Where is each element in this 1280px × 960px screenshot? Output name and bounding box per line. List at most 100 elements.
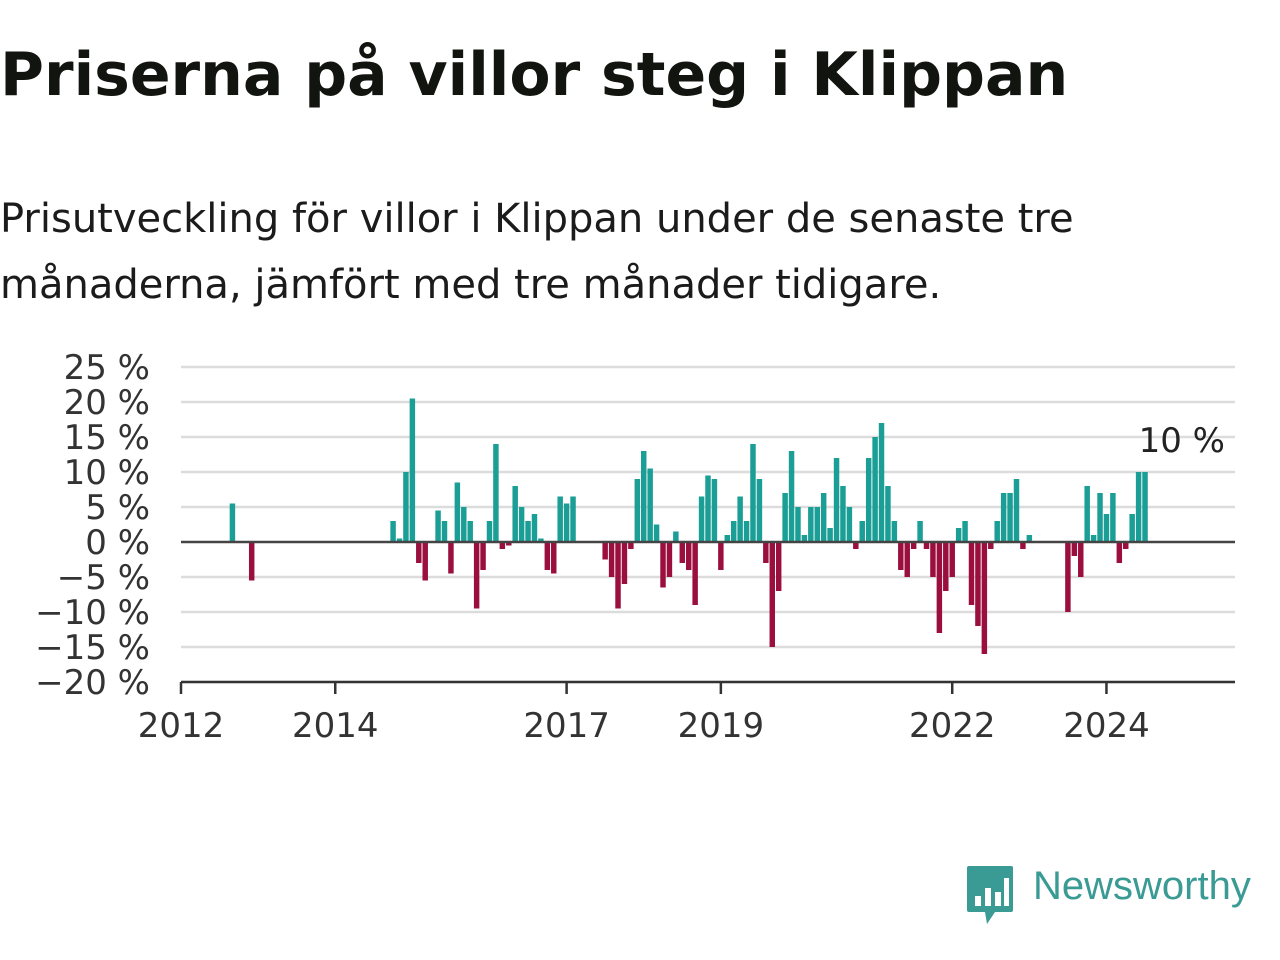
bar bbox=[628, 542, 634, 549]
bar bbox=[1071, 542, 1078, 556]
y-tick-label: 20 % bbox=[64, 383, 150, 423]
bar bbox=[936, 542, 943, 633]
bar bbox=[711, 479, 718, 542]
bar bbox=[782, 493, 788, 542]
bar bbox=[885, 486, 891, 542]
bar bbox=[955, 528, 962, 542]
bar bbox=[557, 496, 563, 542]
bar bbox=[872, 437, 878, 542]
bar bbox=[608, 542, 615, 577]
bar bbox=[898, 542, 904, 570]
brand-name: Newsworthy bbox=[1033, 864, 1251, 908]
bar bbox=[846, 507, 853, 542]
bar bbox=[814, 507, 820, 542]
bar bbox=[833, 458, 840, 542]
bar bbox=[493, 444, 499, 542]
bar-chart: 25 %20 %15 %10 %5 %0 %−5 %−10 %−15 %−20 … bbox=[35, 348, 1235, 746]
bar bbox=[756, 479, 763, 542]
x-tick-label: 2022 bbox=[909, 706, 996, 746]
bar bbox=[878, 423, 885, 542]
bar bbox=[1013, 479, 1020, 542]
bar bbox=[730, 521, 737, 542]
bar bbox=[1026, 535, 1033, 542]
x-tick-label: 2012 bbox=[138, 706, 225, 746]
bar bbox=[795, 507, 801, 542]
bar bbox=[859, 521, 865, 542]
bar bbox=[1135, 472, 1142, 542]
bar bbox=[1103, 514, 1110, 542]
y-tick-label: −20 % bbox=[35, 663, 150, 703]
bar bbox=[499, 542, 506, 549]
bar bbox=[647, 468, 653, 542]
bar bbox=[403, 472, 409, 542]
bar bbox=[1084, 486, 1090, 542]
bar bbox=[563, 503, 570, 542]
bar bbox=[396, 538, 403, 542]
bar bbox=[891, 521, 898, 542]
bar bbox=[827, 528, 833, 542]
bar bbox=[1097, 493, 1103, 542]
x-tick-label: 2024 bbox=[1063, 706, 1150, 746]
bar bbox=[685, 542, 692, 570]
bar bbox=[705, 475, 711, 542]
bar bbox=[865, 458, 872, 542]
bar bbox=[917, 521, 923, 542]
bar bbox=[538, 538, 544, 542]
bar bbox=[904, 542, 910, 577]
bar bbox=[1020, 542, 1026, 549]
bar bbox=[1007, 493, 1013, 542]
chart-subtitle: Prisutveckling för villor i Klippan unde… bbox=[0, 196, 1074, 308]
bar bbox=[653, 524, 660, 542]
bar bbox=[448, 542, 454, 574]
bar bbox=[229, 503, 236, 542]
bar bbox=[975, 542, 981, 626]
bar bbox=[409, 398, 416, 542]
bar bbox=[660, 542, 666, 588]
bar bbox=[1129, 514, 1135, 542]
bar bbox=[518, 507, 525, 542]
bar bbox=[1065, 542, 1071, 612]
bar bbox=[602, 542, 608, 560]
bar bbox=[698, 496, 705, 542]
y-tick-label: 0 % bbox=[85, 523, 150, 563]
y-tick-label: 5 % bbox=[85, 488, 150, 528]
bar bbox=[801, 535, 808, 542]
bar bbox=[1142, 472, 1148, 542]
bar bbox=[737, 496, 743, 542]
bar bbox=[673, 531, 679, 542]
y-tick-label: −10 % bbox=[35, 593, 150, 633]
bar bbox=[666, 542, 673, 577]
newsworthy-brand[interactable]: Newsworthy bbox=[965, 864, 1251, 926]
annotations: 10 % bbox=[1139, 421, 1225, 461]
bar bbox=[473, 542, 480, 609]
bar bbox=[988, 542, 994, 549]
bar bbox=[441, 521, 448, 542]
bar bbox=[621, 542, 628, 584]
y-tick-label: 10 % bbox=[64, 453, 150, 493]
bar bbox=[949, 542, 955, 577]
y-tick-label: −5 % bbox=[57, 558, 150, 598]
bar bbox=[692, 542, 698, 605]
bar bbox=[724, 535, 731, 542]
bar bbox=[718, 542, 724, 570]
y-axis-labels: 25 %20 %15 %10 %5 %0 %−5 %−10 %−15 %−20 … bbox=[35, 348, 150, 703]
y-tick-label: 15 % bbox=[64, 418, 150, 458]
bars bbox=[229, 398, 1148, 654]
bar bbox=[551, 542, 557, 574]
x-tick-label: 2017 bbox=[523, 706, 610, 746]
bar bbox=[1000, 493, 1007, 542]
bar bbox=[248, 542, 255, 581]
bar bbox=[435, 510, 441, 542]
bar bbox=[840, 486, 846, 542]
bar bbox=[981, 542, 988, 654]
bar bbox=[544, 542, 551, 570]
bar bbox=[531, 514, 538, 542]
bar bbox=[416, 542, 422, 563]
bar bbox=[968, 542, 975, 605]
bar bbox=[962, 521, 968, 542]
bar bbox=[1078, 542, 1084, 577]
bar bbox=[788, 451, 795, 542]
bar bbox=[480, 542, 486, 570]
bar bbox=[512, 486, 518, 542]
bar bbox=[808, 507, 814, 542]
